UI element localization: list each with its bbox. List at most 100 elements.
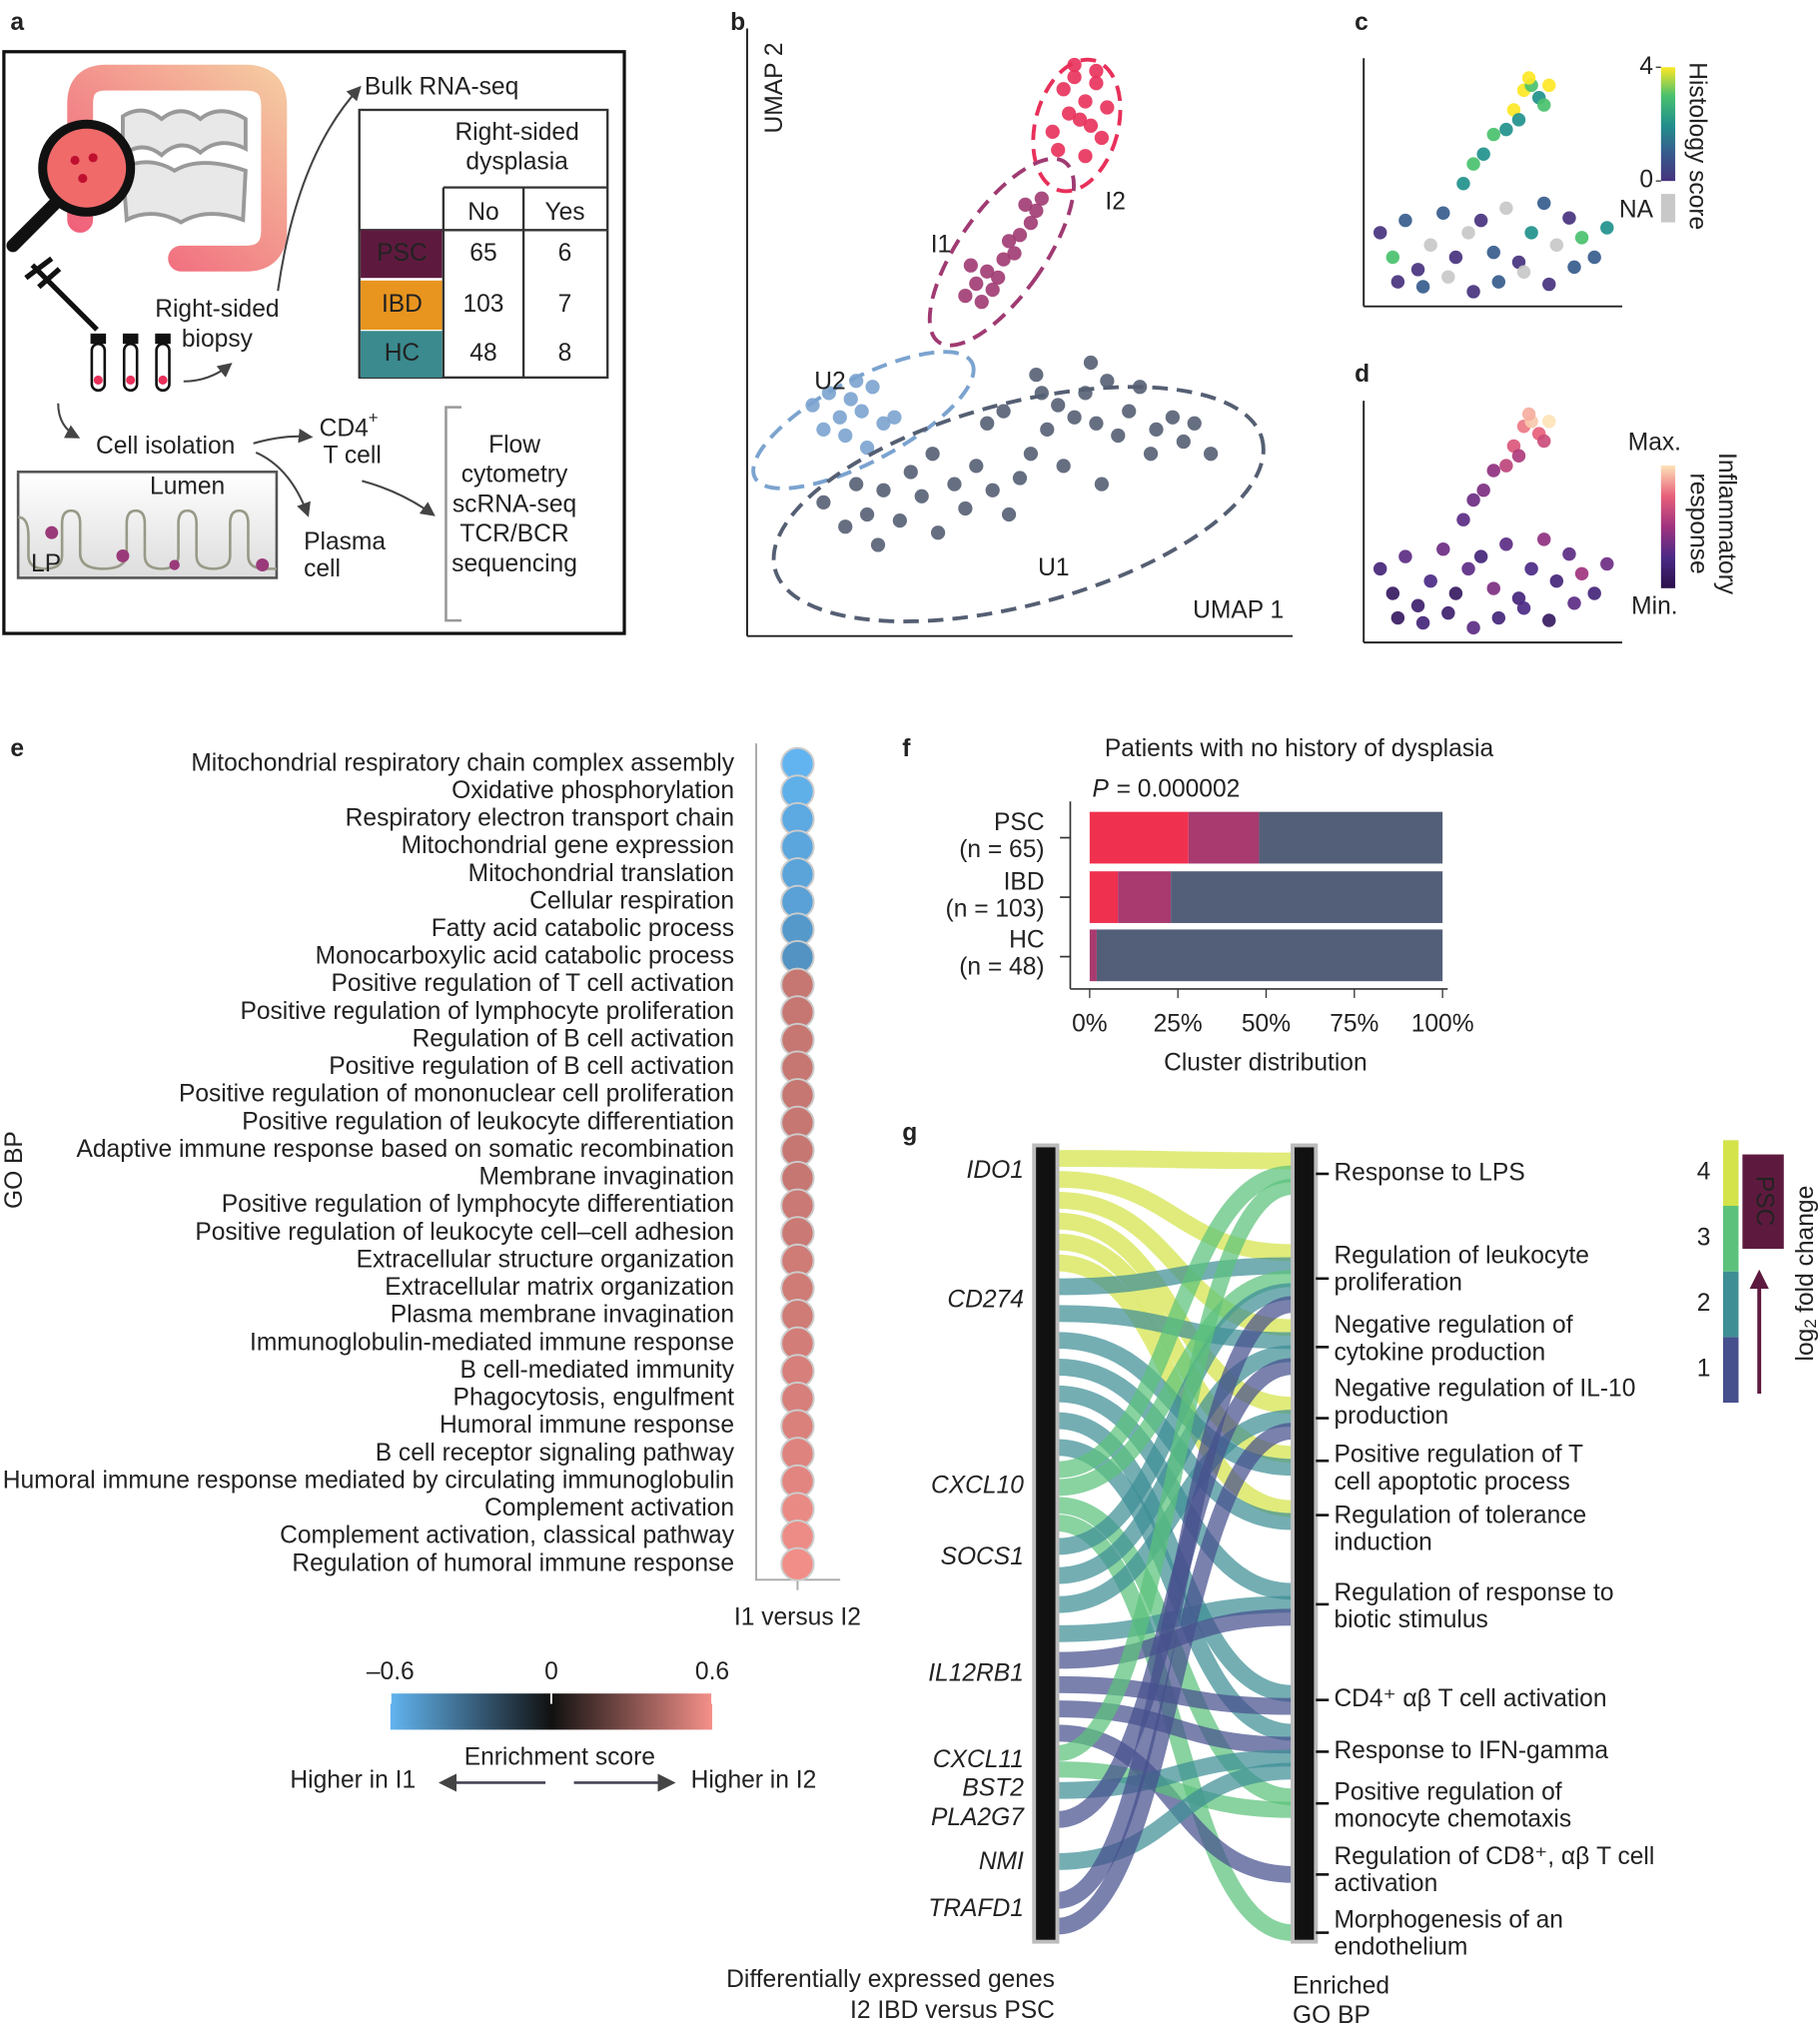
point bbox=[887, 410, 902, 425]
x-axis-label: UMAP 1 bbox=[1193, 597, 1284, 624]
gene-label: SOCS1 bbox=[941, 1543, 1024, 1570]
point bbox=[849, 477, 864, 492]
point bbox=[1456, 177, 1470, 191]
link bbox=[1056, 1412, 1294, 1702]
term-label: Positive regulation of B cell activation bbox=[329, 1053, 734, 1080]
bar-segment bbox=[1171, 871, 1443, 923]
term-label: monocyte chemotaxis bbox=[1334, 1806, 1571, 1833]
point bbox=[1122, 404, 1137, 419]
point bbox=[958, 288, 973, 304]
point bbox=[980, 416, 995, 431]
arrows bbox=[57, 85, 436, 517]
point bbox=[1542, 78, 1556, 93]
cluster-outline bbox=[927, 157, 1076, 348]
point bbox=[1436, 541, 1450, 556]
link bbox=[1057, 1410, 1294, 1613]
term-label: production bbox=[1334, 1403, 1448, 1430]
direction-label: Higher in I1 bbox=[290, 1767, 416, 1794]
lumen-label: Lumen bbox=[150, 473, 225, 500]
point bbox=[832, 410, 847, 425]
figure-body: a b c d e f g Bulk RNA-seq Right-sided dysplasia N… bbox=[1, 9, 1820, 2027]
table-value: 6 bbox=[558, 240, 572, 267]
axes bbox=[745, 28, 1623, 644]
plasma-label: cell bbox=[304, 555, 341, 582]
point bbox=[1023, 215, 1039, 231]
small-intestine bbox=[120, 108, 248, 225]
subscript: 2 bbox=[1802, 1319, 1820, 1328]
point bbox=[1562, 211, 1576, 225]
point bbox=[1078, 386, 1093, 401]
gene-label: CD274 bbox=[947, 1286, 1024, 1313]
point bbox=[958, 501, 973, 516]
table-value: 48 bbox=[469, 340, 496, 367]
point bbox=[865, 380, 880, 395]
term-label: Regulation of leukocyte bbox=[1334, 1242, 1589, 1269]
point bbox=[1499, 201, 1513, 216]
term-label: Oxidative phosphorylation bbox=[452, 777, 734, 804]
point bbox=[1441, 270, 1455, 284]
point bbox=[805, 398, 820, 413]
biopsy-label: Right-sided bbox=[155, 296, 279, 323]
superscript: + bbox=[369, 409, 379, 428]
colorbar-tick-label: 2 bbox=[1697, 1290, 1711, 1317]
link bbox=[1057, 1270, 1294, 1497]
point bbox=[1456, 512, 1470, 526]
term-label: Humoral immune response bbox=[440, 1412, 734, 1439]
point bbox=[1029, 368, 1044, 383]
method-label: cytometry bbox=[461, 462, 568, 489]
link bbox=[1057, 1724, 1294, 1883]
panel-label: b bbox=[730, 9, 745, 36]
panel-label: d bbox=[1355, 361, 1369, 388]
term-label: Fatty acid catabolic process bbox=[432, 915, 734, 942]
cd4-label: CD4+ bbox=[320, 409, 379, 442]
point bbox=[1466, 285, 1480, 299]
term-label: Morphogenesis of an bbox=[1334, 1906, 1563, 1933]
dot bbox=[780, 1546, 815, 1581]
point bbox=[1542, 613, 1556, 627]
term-label: B cell receptor signaling pathway bbox=[376, 1440, 735, 1467]
group-box bbox=[1742, 1154, 1784, 1250]
group-label: IBD bbox=[382, 291, 423, 318]
point bbox=[980, 264, 995, 279]
colorbar-title: log2 fold change bbox=[1791, 1186, 1820, 1362]
point bbox=[876, 416, 891, 431]
panel-label: g bbox=[902, 1119, 917, 1146]
point bbox=[1051, 398, 1066, 413]
colorbar-segment bbox=[1722, 1337, 1739, 1404]
point bbox=[1466, 493, 1480, 507]
gene-label: NMI bbox=[979, 1848, 1024, 1875]
point bbox=[1542, 277, 1556, 292]
point bbox=[1089, 76, 1104, 91]
colorbar-segment bbox=[1722, 1271, 1739, 1338]
x-tick-label: 75% bbox=[1330, 1011, 1378, 1038]
gene-label: IDO1 bbox=[966, 1157, 1023, 1184]
point bbox=[1476, 147, 1490, 161]
point bbox=[914, 489, 929, 504]
point bbox=[903, 465, 918, 480]
point bbox=[1436, 206, 1450, 220]
colorbar-segment bbox=[1722, 1140, 1739, 1207]
point bbox=[1536, 196, 1551, 211]
point bbox=[1089, 416, 1104, 431]
point bbox=[1083, 118, 1099, 133]
point bbox=[1067, 57, 1082, 73]
term-label: Response to LPS bbox=[1334, 1159, 1524, 1186]
method-label: scRNA-seq bbox=[453, 491, 576, 517]
point bbox=[1461, 561, 1475, 576]
point bbox=[1372, 226, 1387, 240]
axis-title: Enriched bbox=[1293, 1972, 1389, 1999]
y-axis-label: UMAP 2 bbox=[761, 42, 788, 133]
bar-axes bbox=[1060, 801, 1448, 990]
point bbox=[1051, 142, 1066, 158]
panel-label: f bbox=[902, 735, 911, 762]
colorbar bbox=[1660, 67, 1676, 182]
cluster-outline bbox=[1031, 57, 1123, 194]
group-swatch bbox=[361, 230, 443, 279]
bar-segment bbox=[1096, 929, 1443, 982]
point bbox=[1078, 94, 1093, 109]
table-value: 103 bbox=[462, 291, 503, 318]
point bbox=[1536, 532, 1551, 546]
point bbox=[838, 428, 853, 444]
point bbox=[1524, 561, 1538, 576]
colorbar-title: Histology score bbox=[1683, 62, 1710, 230]
